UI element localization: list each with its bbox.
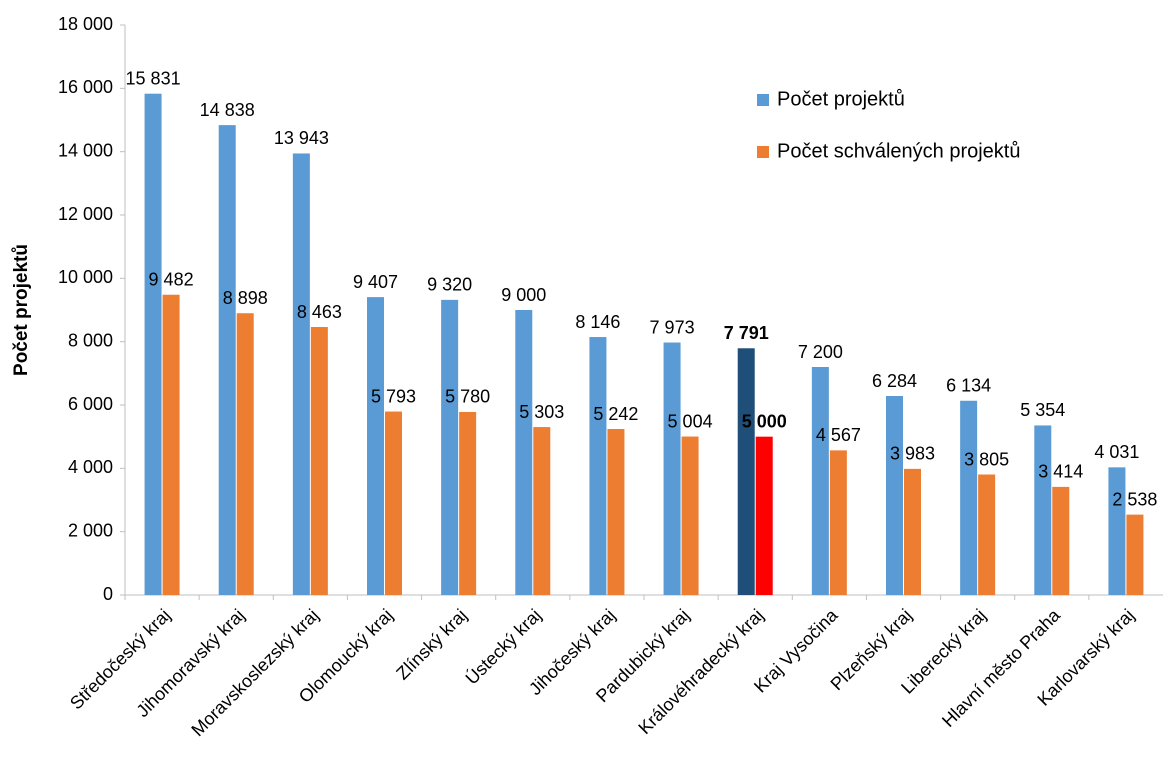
bar xyxy=(886,396,903,595)
y-tick-label: 16 000 xyxy=(58,77,113,97)
data-label: 3 414 xyxy=(1038,462,1083,482)
bar xyxy=(589,337,607,595)
data-label: 5 242 xyxy=(593,404,638,424)
x-tick-label: Zlínský kraj xyxy=(392,605,470,683)
data-label: 3 983 xyxy=(890,444,935,464)
bar xyxy=(681,436,699,595)
data-label: 5 004 xyxy=(668,411,713,431)
y-tick-label: 4 000 xyxy=(68,457,113,477)
bar xyxy=(385,411,402,595)
data-label: 3 805 xyxy=(964,449,1009,469)
bar xyxy=(978,474,996,595)
data-label: 4 567 xyxy=(816,425,861,445)
data-label: 5 354 xyxy=(1020,400,1065,420)
bar xyxy=(459,411,477,595)
bar xyxy=(533,427,551,595)
bar xyxy=(1052,486,1070,595)
y-tick-label: 12 000 xyxy=(58,204,113,224)
data-label: 5 000 xyxy=(742,411,787,431)
y-tick-label: 0 xyxy=(103,584,113,604)
y-tick-label: 18 000 xyxy=(58,14,113,34)
bar xyxy=(960,400,978,595)
x-tick-label: Moravskoslezský kraj xyxy=(187,605,322,740)
data-label: 4 031 xyxy=(1094,442,1139,462)
bar xyxy=(1126,514,1144,595)
data-label: 2 538 xyxy=(1112,489,1157,509)
bar xyxy=(607,429,625,595)
y-tick-label: 6 000 xyxy=(68,394,113,414)
bar xyxy=(144,93,162,595)
bar xyxy=(829,450,847,595)
bar xyxy=(755,436,773,595)
bar xyxy=(515,310,533,595)
data-label: 7 200 xyxy=(798,342,843,362)
data-label: 9 407 xyxy=(353,272,398,292)
x-tick-label: Ústecký kraj xyxy=(461,604,545,688)
data-label: 7 791 xyxy=(724,323,769,343)
data-label: 7 973 xyxy=(650,317,695,337)
data-label: 5 303 xyxy=(519,402,564,422)
data-label: 9 320 xyxy=(427,275,472,295)
bar xyxy=(218,125,236,595)
legend-swatch xyxy=(757,146,769,158)
y-tick-label: 2 000 xyxy=(68,520,113,540)
y-tick-label: 10 000 xyxy=(58,267,113,287)
data-label: 5 793 xyxy=(371,386,416,406)
bar xyxy=(441,299,459,595)
data-label: 8 898 xyxy=(223,288,268,308)
data-label: 5 780 xyxy=(445,387,490,407)
legend-label: Počet schválených projektů xyxy=(777,140,1020,162)
y-tick-label: 8 000 xyxy=(68,330,113,350)
y-tick-label: 14 000 xyxy=(58,140,113,160)
data-label: 14 838 xyxy=(200,100,255,120)
bar xyxy=(367,297,384,595)
bar xyxy=(162,294,180,595)
data-label: 8 463 xyxy=(297,302,342,322)
bar xyxy=(663,342,681,595)
bar xyxy=(1034,425,1052,595)
bar xyxy=(292,153,310,595)
legend-swatch xyxy=(757,94,769,106)
data-label: 8 146 xyxy=(575,312,620,332)
bar xyxy=(1108,467,1126,595)
bar xyxy=(737,348,755,595)
x-tick-label: Královéhradecký kraj xyxy=(634,605,767,738)
bar xyxy=(310,327,328,595)
bar xyxy=(904,468,921,595)
bar xyxy=(236,313,254,595)
data-label: 6 134 xyxy=(946,376,991,396)
data-label: 9 482 xyxy=(149,269,194,289)
y-axis-title: Počet projektů xyxy=(11,244,32,376)
data-label: 9 000 xyxy=(501,285,546,305)
bar xyxy=(811,367,829,595)
data-label: 13 943 xyxy=(274,128,329,148)
data-label: 6 284 xyxy=(872,371,917,391)
data-label: 15 831 xyxy=(126,68,181,88)
legend-label: Počet projektů xyxy=(777,88,905,110)
